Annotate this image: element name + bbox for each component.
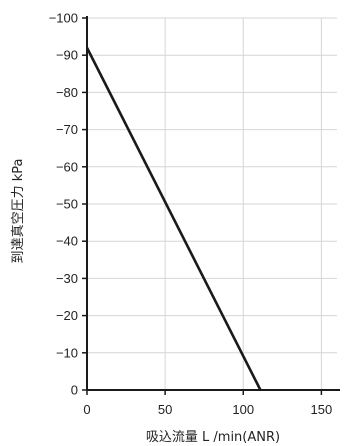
y-tick-label: −40 <box>56 234 78 249</box>
y-tick-label: −30 <box>56 271 78 286</box>
y-tick-label: −70 <box>56 122 78 137</box>
y-tick-label: −100 <box>49 11 78 26</box>
y-tick-label: −20 <box>56 308 78 323</box>
x-tick-label: 0 <box>83 402 90 417</box>
y-tick-label: −90 <box>56 48 78 63</box>
tick-labels: 0 −10 −20 −30 −40 −50 −60 −70 −80 −90 −100 0 50 100 15… <box>49 11 333 418</box>
y-tick-label: −60 <box>56 159 78 174</box>
y-tick-label: −50 <box>56 197 78 212</box>
grid <box>87 17 337 390</box>
x-tick-label: 100 <box>232 402 254 417</box>
y-tick-label: −10 <box>56 345 78 360</box>
x-axis-label: 吸込流量 L /min(ANR) <box>146 430 280 445</box>
y-tick-label: 0 <box>71 383 78 398</box>
x-tick-label: 50 <box>158 402 172 417</box>
y-axis-label: 到達真空圧力 kPa <box>11 159 26 264</box>
series-layer <box>85 47 262 391</box>
x-tick-label: 150 <box>311 402 333 417</box>
axes <box>82 16 340 395</box>
series-line <box>85 47 262 391</box>
y-tick-label: −80 <box>56 85 78 100</box>
